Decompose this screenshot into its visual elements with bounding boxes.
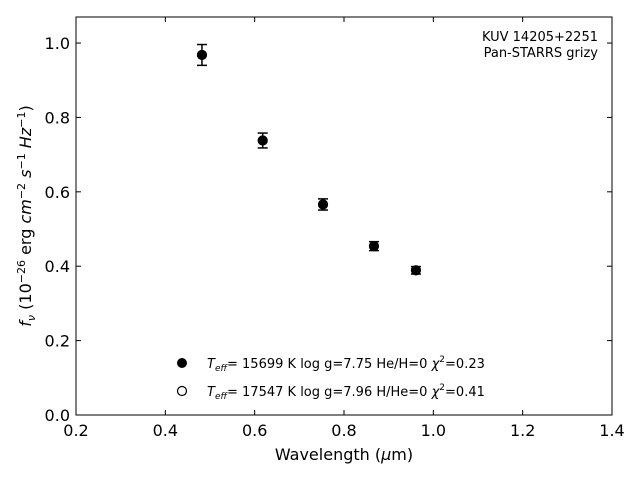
legend-marker-open	[176, 385, 188, 397]
observed-point	[318, 199, 329, 210]
annotation-survey: Pan-STARRS grizy	[484, 46, 599, 61]
observed-point	[410, 265, 421, 276]
x-tick-label: 0.4	[153, 421, 178, 440]
x-tick-label: 1.4	[599, 421, 624, 440]
y-tick-label: 1.0	[45, 34, 70, 53]
legend: Teff= 15699 K log g=7.75 He/H=0 χ2=0.23 …	[176, 355, 485, 402]
x-tick-label: 0.2	[63, 421, 88, 440]
y-tick-label: 0.4	[45, 257, 70, 276]
y-tick-label: 0.0	[45, 406, 70, 425]
observed-point	[196, 49, 207, 60]
x-tick-label: 1.2	[510, 421, 535, 440]
legend-entry-1: Teff= 15699 K log g=7.75 He/H=0 χ2=0.23	[207, 355, 485, 374]
legend-entry-2: Teff= 17547 K log g=7.96 H/He=0 χ2=0.41	[207, 383, 485, 402]
y-tick-label: 0.2	[45, 332, 70, 351]
y-axis-label: fν (10−26 erg cm−2 s−1 Hz−1)	[15, 105, 38, 326]
x-tick-label: 0.6	[242, 421, 267, 440]
series-layer	[196, 43, 422, 276]
plot-frame	[75, 16, 613, 416]
observed-point	[368, 241, 379, 252]
x-tick-label: 1.0	[421, 421, 446, 440]
ticks: 0.2 0.4 0.6 0.8 1.0 1.2 1.40.00.20.40.60.81.0	[45, 17, 625, 440]
y-tick-label: 0.8	[45, 108, 70, 127]
y-tick-label: 0.6	[45, 183, 70, 202]
x-tick-label: 0.8	[331, 421, 356, 440]
annotation-object: KUV 14205+2251	[482, 30, 598, 45]
x-axis-label: Wavelength (μm)	[275, 445, 413, 464]
observed-point	[257, 135, 268, 146]
legend-marker-filled	[177, 358, 187, 368]
